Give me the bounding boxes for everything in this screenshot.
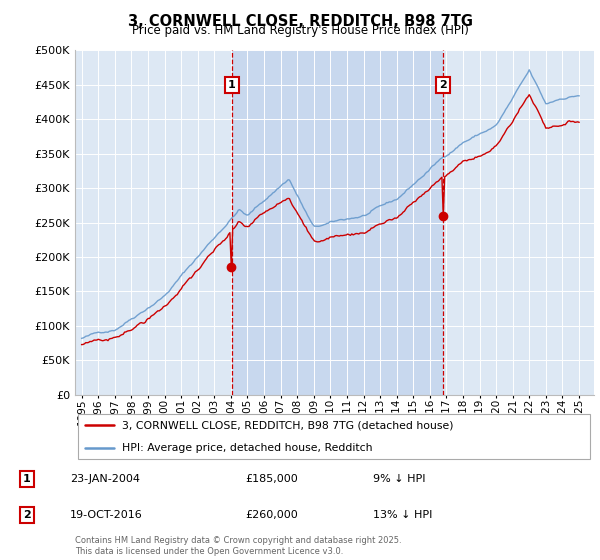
Text: 1: 1 xyxy=(23,474,31,484)
Bar xyxy=(232,50,443,395)
Text: 2: 2 xyxy=(23,510,31,520)
Text: HPI: Average price, detached house, Redditch: HPI: Average price, detached house, Redd… xyxy=(122,444,372,454)
Text: 19-OCT-2016: 19-OCT-2016 xyxy=(70,510,143,520)
Text: 13% ↓ HPI: 13% ↓ HPI xyxy=(373,510,432,520)
Text: 3, CORNWELL CLOSE, REDDITCH, B98 7TG (detached house): 3, CORNWELL CLOSE, REDDITCH, B98 7TG (de… xyxy=(122,420,453,430)
Text: 1: 1 xyxy=(228,80,236,90)
Text: £260,000: £260,000 xyxy=(245,510,298,520)
Text: 2: 2 xyxy=(439,80,447,90)
Text: Price paid vs. HM Land Registry's House Price Index (HPI): Price paid vs. HM Land Registry's House … xyxy=(131,24,469,36)
Text: 9% ↓ HPI: 9% ↓ HPI xyxy=(373,474,425,484)
FancyBboxPatch shape xyxy=(77,414,590,459)
Text: £185,000: £185,000 xyxy=(245,474,298,484)
Text: 3, CORNWELL CLOSE, REDDITCH, B98 7TG: 3, CORNWELL CLOSE, REDDITCH, B98 7TG xyxy=(128,14,473,29)
Text: 23-JAN-2004: 23-JAN-2004 xyxy=(70,474,140,484)
Text: Contains HM Land Registry data © Crown copyright and database right 2025.
This d: Contains HM Land Registry data © Crown c… xyxy=(75,536,401,556)
